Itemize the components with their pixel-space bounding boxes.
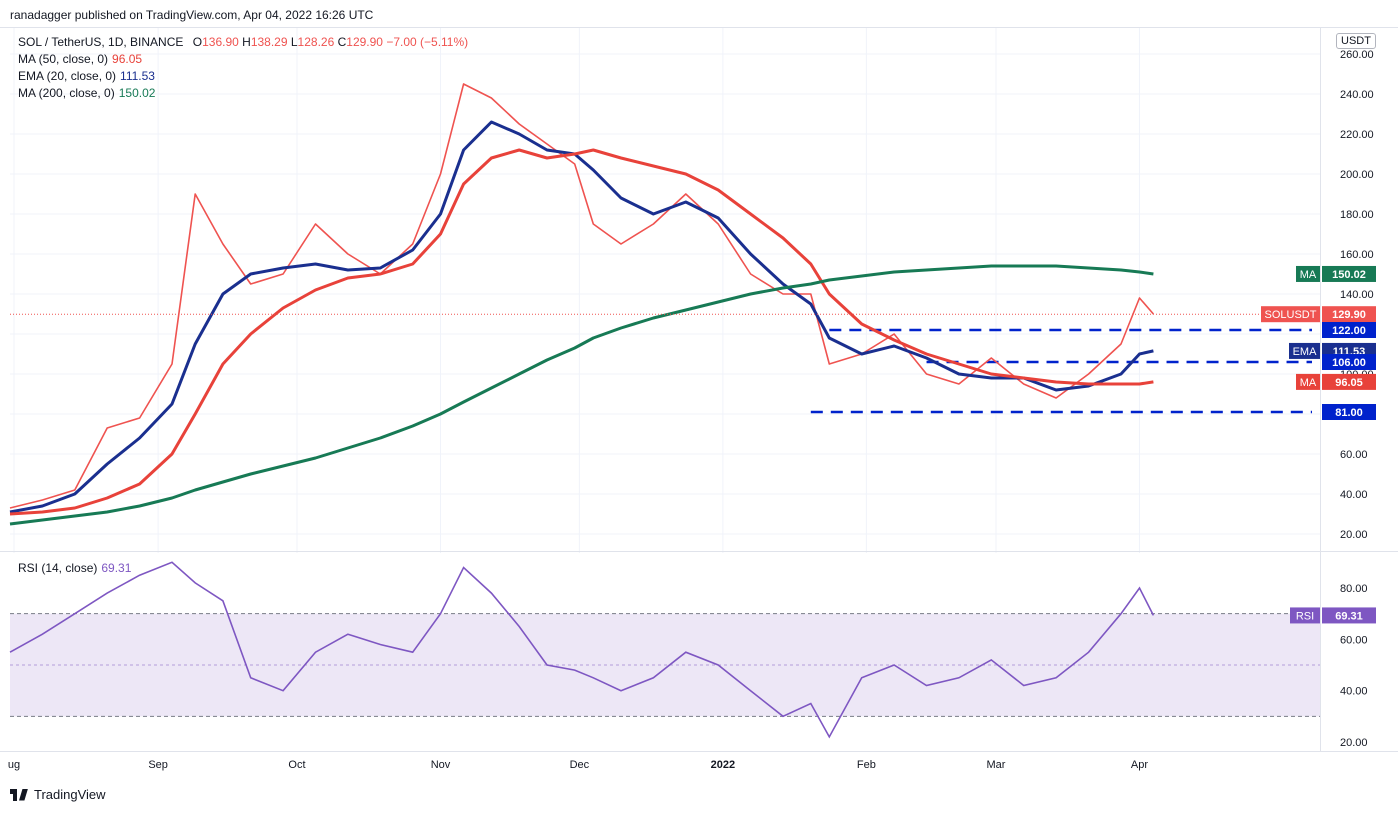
legend-rsi-row[interactable]: RSI (14, close) 69.31 [18, 560, 131, 577]
price-tag-label: MA [1300, 377, 1317, 389]
price-tag-value: 129.90 [1332, 309, 1366, 321]
price-tags: MA150.02SOLUSDT129.9007:33:53EMA111.53MA… [1261, 265, 1376, 624]
rsi-tag-label: RSI [1296, 610, 1314, 622]
legend-symbol[interactable]: SOL / TetherUS, 1D, BINANCE [18, 35, 184, 49]
price-tag-value-box [1322, 265, 1376, 282]
legend-ma50-label: MA (50, close, 0) [18, 52, 109, 66]
rsi-tag[interactable]: RSI 69.31 [1290, 607, 1376, 624]
price-tag-label-box [1261, 306, 1320, 323]
legend-ma200-row[interactable]: MA (200, close, 0) 150.02 [18, 85, 155, 102]
price-tag-label: SOLUSDT [1265, 309, 1317, 321]
rsi-line[interactable] [9, 561, 1155, 739]
legend-ema20-value: 111.53 [120, 69, 155, 83]
price-tick-label: 220.00 [1340, 129, 1374, 141]
legend-ma50-value: 96.05 [112, 52, 143, 66]
legend-ema20-row[interactable]: EMA (20, close, 0) 111.53 [18, 68, 155, 85]
price-tag-value: 96.05 [1335, 377, 1363, 389]
price-tag[interactable]: MA 96.05 [1296, 373, 1376, 390]
price-tick-label: 260.00 [1340, 49, 1374, 61]
rsi-tick-label: 40.00 [1340, 686, 1368, 698]
price-tag-label-box [1296, 265, 1320, 282]
price-tick-label: 240.00 [1340, 89, 1374, 101]
footer-brand[interactable]: TradingView [10, 787, 106, 802]
rsi-tag-label-box [1290, 607, 1320, 624]
series-lines [9, 83, 1320, 526]
legend-ma200-value: 150.02 [118, 86, 156, 100]
price-tick-label: 140.00 [1340, 289, 1374, 301]
level-tag-box [1322, 354, 1376, 370]
publisher-line: ranadagger published on TradingView.com,… [10, 8, 374, 22]
footer-brand-text: TradingView [34, 787, 106, 802]
level-tag[interactable]: 106.00 [1322, 354, 1376, 370]
legend-ma50-row[interactable]: MA (50, close, 0) 96.05 [18, 51, 142, 68]
price-tick-label: 20.00 [1340, 529, 1368, 541]
support-resistance-levels [810, 328, 1312, 414]
legend-close-label: C [337, 35, 347, 49]
rsi-tag-value: 69.31 [1335, 610, 1363, 622]
ema20-line[interactable] [9, 120, 1154, 514]
time-tick-label: Feb [857, 759, 876, 771]
legend-change-value: −7.00 (−5.11%) [386, 35, 469, 49]
level-tag-value: 106.00 [1332, 357, 1366, 369]
level-tag-box [1322, 404, 1376, 420]
rsi-tag-value-box [1322, 607, 1376, 624]
currency-badge[interactable]: USDT [1336, 33, 1376, 49]
level-tag[interactable]: 122.00 [1322, 322, 1376, 338]
time-tick-label: Dec [570, 759, 590, 771]
time-tick-label: ug [8, 759, 20, 771]
rsi-lines [9, 561, 1155, 739]
price-tick-label: 40.00 [1340, 489, 1368, 501]
legend-low-value: 128.26 [297, 35, 335, 49]
legend-rsi-label: RSI (14, close) [18, 561, 98, 575]
price-pane[interactable] [10, 28, 1320, 550]
legend-open-value: 136.90 [202, 35, 239, 49]
price-tag-value: 150.02 [1332, 269, 1366, 281]
time-tick-label: Mar [986, 759, 1005, 771]
price-line[interactable] [9, 83, 1155, 509]
legend-high-label: H [242, 35, 251, 49]
legend-ma200-label: MA (200, close, 0) [18, 86, 115, 100]
price-tick-label: 180.00 [1340, 209, 1374, 221]
legend-high-value: 138.29 [250, 35, 288, 49]
time-axis[interactable]: ug Sep Oct Nov Dec 2022 Feb Mar Apr [8, 759, 1148, 771]
price-tick-label: 160.00 [1340, 249, 1374, 261]
price-tick-label: 60.00 [1340, 449, 1368, 461]
price-tag-label: MA [1300, 269, 1317, 281]
time-tick-label: Nov [431, 759, 451, 771]
price-tag-label-box [1296, 373, 1320, 390]
rsi-tick-label: 20.00 [1340, 737, 1368, 749]
tradingview-logo-icon [10, 788, 28, 801]
time-tick-label: 2022 [711, 759, 735, 771]
level-tag-box [1322, 322, 1376, 338]
rsi-tick-label: 80.00 [1340, 583, 1368, 595]
ma50-line[interactable] [9, 148, 1154, 516]
ma200-line[interactable] [9, 264, 1154, 526]
level-tag-value: 122.00 [1332, 325, 1366, 337]
price-tag[interactable]: MA 150.02 [1296, 265, 1376, 282]
price-tick-label: 200.00 [1340, 169, 1374, 181]
level-tag-value: 81.00 [1335, 407, 1363, 419]
legend-close-value: 129.90 [346, 35, 383, 49]
legend-open-label: O [192, 35, 203, 49]
legend-rsi-value: 69.31 [101, 561, 132, 575]
legend-symbol-row: SOL / TetherUS, 1D, BINANCE O136.90 H138… [18, 34, 468, 51]
price-tag-label: EMA [1293, 346, 1318, 358]
price-tag-label-box [1289, 342, 1320, 359]
level-tag[interactable]: 81.00 [1322, 404, 1376, 420]
price-tag-value-box [1322, 373, 1376, 390]
legend-low-label: L [290, 35, 298, 49]
rsi-axis[interactable]: 20.00 40.00 60.00 80.00 [1340, 583, 1368, 749]
price-axis[interactable]: 20.0040.0060.0080.00100.00120.00140.0016… [1340, 49, 1374, 541]
rsi-tick-label: 60.00 [1340, 634, 1368, 646]
time-tick-label: Apr [1131, 759, 1148, 771]
time-tick-label: Sep [148, 759, 168, 771]
time-tick-label: Oct [288, 759, 305, 771]
legend-ema20-label: EMA (20, close, 0) [18, 69, 117, 83]
